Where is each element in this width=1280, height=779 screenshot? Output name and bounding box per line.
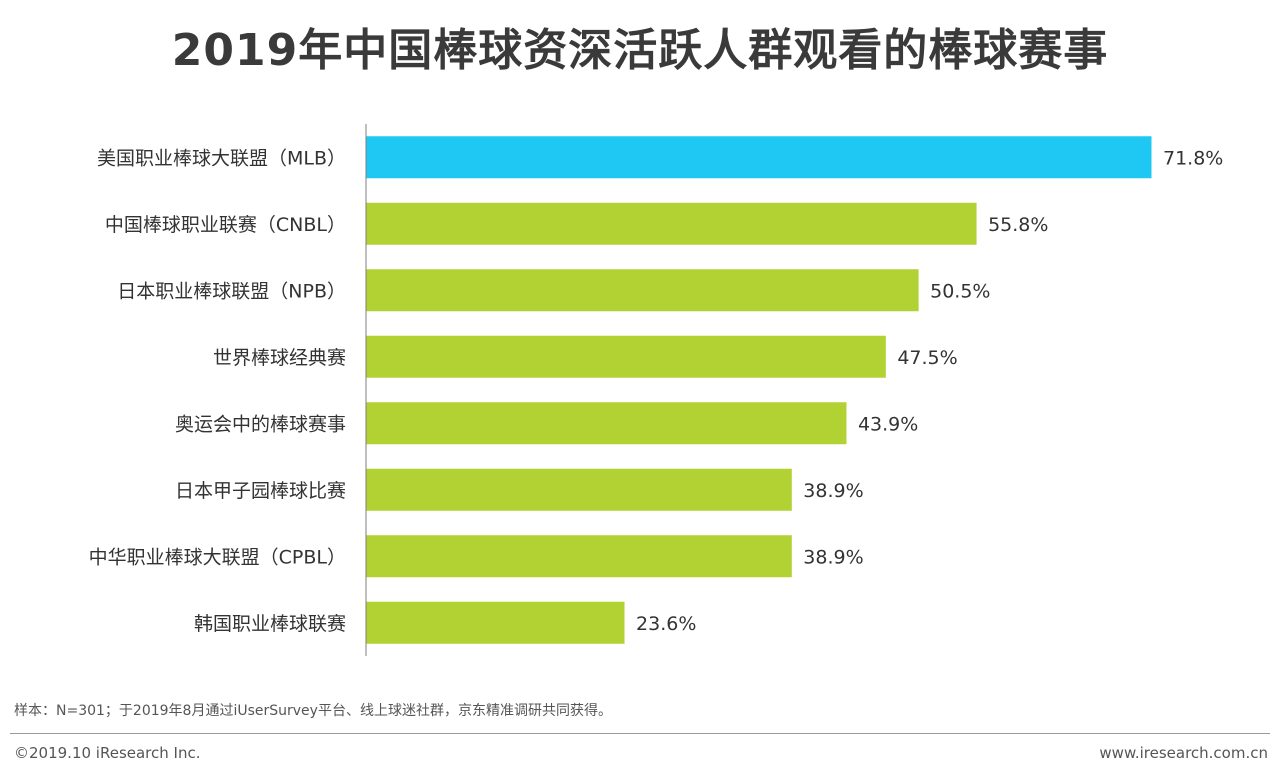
bar — [366, 335, 886, 378]
footer-divider — [10, 733, 1270, 734]
category-label: 日本甲子园棒球比赛 — [175, 480, 346, 502]
value-label: 55.8% — [988, 214, 1048, 236]
category-label: 中华职业棒球大联盟（CPBL） — [89, 546, 346, 568]
bar — [366, 468, 792, 511]
bar — [366, 136, 1152, 179]
value-label: 23.6% — [636, 613, 696, 635]
sample-note: 样本：N=301；于2019年8月通过iUserSurvey平台、线上球迷社群，… — [14, 703, 612, 719]
bar — [366, 535, 792, 578]
value-label: 38.9% — [803, 546, 863, 568]
value-label: 38.9% — [803, 480, 863, 502]
value-label: 43.9% — [858, 413, 918, 435]
bar — [366, 402, 847, 445]
value-label: 71.8% — [1163, 147, 1223, 169]
bar — [366, 269, 919, 312]
category-label: 中国棒球职业联赛（CNBL） — [105, 214, 346, 236]
value-label: 50.5% — [930, 280, 990, 302]
copyright-text: ©2019.10 iResearch Inc. — [14, 744, 201, 762]
category-label: 奥运会中的棒球赛事 — [175, 413, 346, 435]
bar — [366, 601, 625, 644]
value-label: 47.5% — [897, 347, 957, 369]
category-label: 美国职业棒球大联盟（MLB） — [97, 147, 346, 169]
category-label: 韩国职业棒球联赛 — [194, 613, 346, 635]
website-link[interactable]: www.iresearch.com.cn — [1099, 744, 1268, 762]
bar — [366, 202, 977, 245]
chart-title: 2019年中国棒球资深活跃人群观看的棒球赛事 — [171, 25, 1109, 76]
category-label: 世界棒球经典赛 — [213, 347, 346, 369]
category-label: 日本职业棒球联盟（NPB） — [117, 280, 346, 302]
